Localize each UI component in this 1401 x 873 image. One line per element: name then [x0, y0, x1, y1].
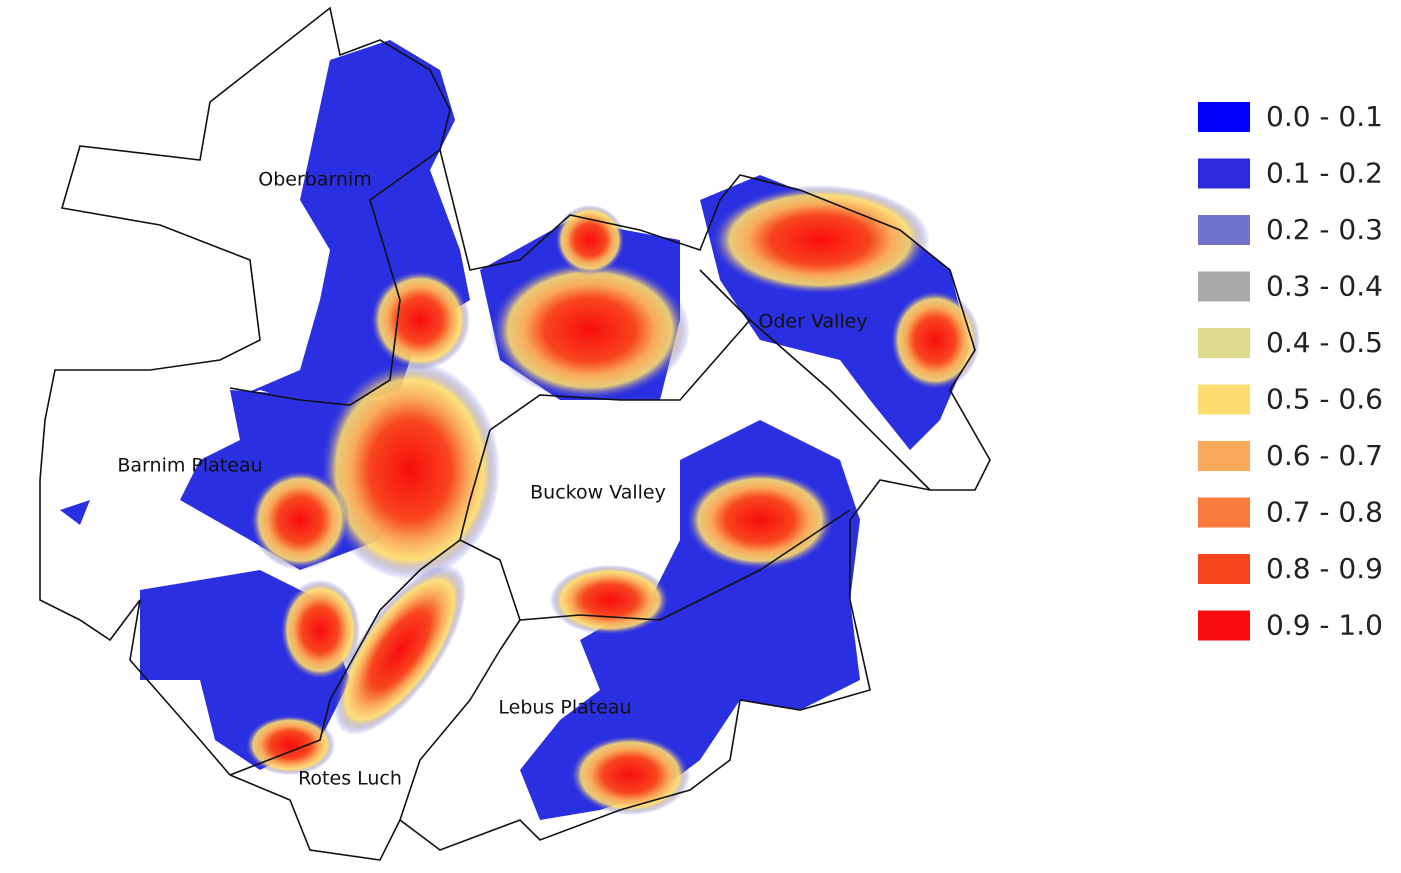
area [60, 500, 90, 525]
hotspot [245, 715, 335, 775]
hotspot [710, 185, 930, 295]
map [39, 6, 991, 861]
hotspot [890, 290, 980, 390]
hotspot [555, 205, 625, 275]
hotspot [370, 270, 470, 370]
legend-label: 0.6 - 0.7 [1266, 439, 1383, 472]
legend-swatch [1198, 215, 1250, 245]
inner-boundary [229, 149, 441, 406]
legend-swatch [1198, 497, 1250, 528]
hotspot [550, 565, 670, 635]
region-label: Oberbarnim [258, 169, 372, 191]
hotspot [570, 735, 690, 815]
region-label: Barnim Plateau [117, 455, 262, 477]
legend-swatch [1198, 554, 1250, 584]
legend-label: 0.2 - 0.3 [1266, 213, 1383, 246]
legend-label: 0.7 - 0.8 [1266, 496, 1383, 529]
region-label: Buckow Valley [530, 482, 666, 504]
region-label: Oder Valley [758, 311, 867, 333]
legend-label: 0.8 - 0.9 [1266, 552, 1383, 585]
inner-boundary [699, 269, 931, 491]
outer-boundary [39, 6, 991, 861]
legend-swatch [1198, 441, 1250, 471]
legend-swatch [1198, 610, 1250, 641]
legend: 0.0 - 0.1 0.1 - 0.2 0.2 - 0.3 0.3 - 0.4 0.4 … [1198, 100, 1383, 642]
legend-swatch [1198, 158, 1250, 189]
inner-boundary [399, 619, 521, 821]
hotspot [490, 260, 690, 400]
region-label: Rotes Luch [298, 768, 402, 790]
legend-label: 0.4 - 0.5 [1266, 326, 1383, 359]
legend-label: 0.1 - 0.2 [1266, 157, 1383, 190]
hotspot [333, 564, 467, 736]
hotspot [320, 360, 500, 580]
boundaries [39, 6, 991, 861]
legend-swatch [1198, 328, 1250, 358]
high-value-areas [245, 185, 980, 815]
legend-label: 0.5 - 0.6 [1266, 383, 1383, 416]
region-labels: Oberbarnim Oder Valley Barnim Plateau Bucko… [117, 169, 867, 790]
hotspot [685, 470, 835, 570]
hotspot [280, 580, 360, 680]
inner-boundary [489, 319, 751, 431]
legend-swatch [1198, 102, 1250, 132]
legend-swatch [1198, 271, 1250, 302]
legend-label: 0.9 - 1.0 [1266, 609, 1383, 642]
inner-boundary [459, 509, 851, 621]
hotspot [250, 470, 350, 570]
legend-swatch [1198, 384, 1250, 415]
region-label: Lebus Plateau [498, 697, 631, 719]
legend-label: 0.0 - 0.1 [1266, 100, 1383, 133]
legend-label: 0.3 - 0.4 [1266, 270, 1383, 303]
inner-boundary [229, 429, 491, 776]
